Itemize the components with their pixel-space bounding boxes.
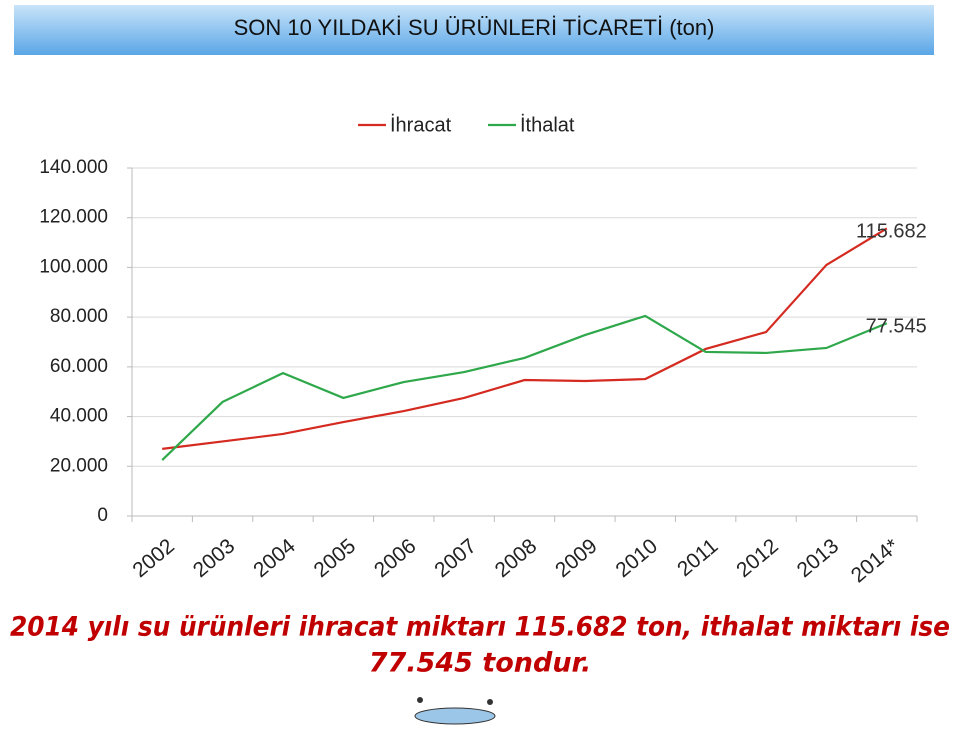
y-tick-label: 120.000: [39, 207, 108, 228]
data-label: 77.545: [866, 316, 927, 338]
y-tick-label: 60.000: [50, 356, 108, 377]
x-tick-label: 2011: [673, 534, 722, 581]
x-tick-label: 2009: [551, 534, 602, 582]
footnote: 2014 yılı su ürünleri ihracat miktarı 11…: [10, 612, 950, 643]
y-tick-label: 100.000: [39, 256, 108, 277]
y-tick-label: 20.000: [50, 455, 108, 476]
x-tick-label: 2012: [732, 534, 783, 582]
legend-label: İhracat: [390, 113, 452, 136]
series-line: [161, 314, 888, 461]
series-line: [162, 227, 888, 450]
y-tick-label: 0: [97, 505, 108, 526]
x-tick-label: 2005: [310, 534, 361, 582]
footnote: 77.545 tondur.: [369, 648, 592, 679]
y-tick-label: 80.000: [50, 306, 108, 327]
x-tick-label: 2004: [249, 534, 300, 582]
x-tick-label: 2013: [793, 534, 844, 582]
y-tick-label: 40.000: [50, 406, 108, 427]
y-tick-label: 140.000: [39, 157, 108, 178]
x-tick-label: 2014*: [847, 534, 904, 587]
legend-label: İthalat: [520, 113, 575, 136]
data-label: 115.682: [856, 221, 927, 243]
x-tick-label: 2007: [430, 534, 481, 582]
x-tick-label: 2002: [128, 534, 179, 582]
x-tick-label: 2010: [611, 534, 662, 582]
x-tick-label: 2006: [370, 534, 421, 582]
clipart: [414, 697, 496, 725]
x-tick-label: 2003: [189, 534, 240, 582]
x-tick-label: 2008: [491, 534, 542, 582]
title-bar: [14, 5, 934, 55]
chart-title: SON 10 YILDAKİ SU ÜRÜNLERİ TİCARETİ (ton…: [234, 15, 715, 40]
